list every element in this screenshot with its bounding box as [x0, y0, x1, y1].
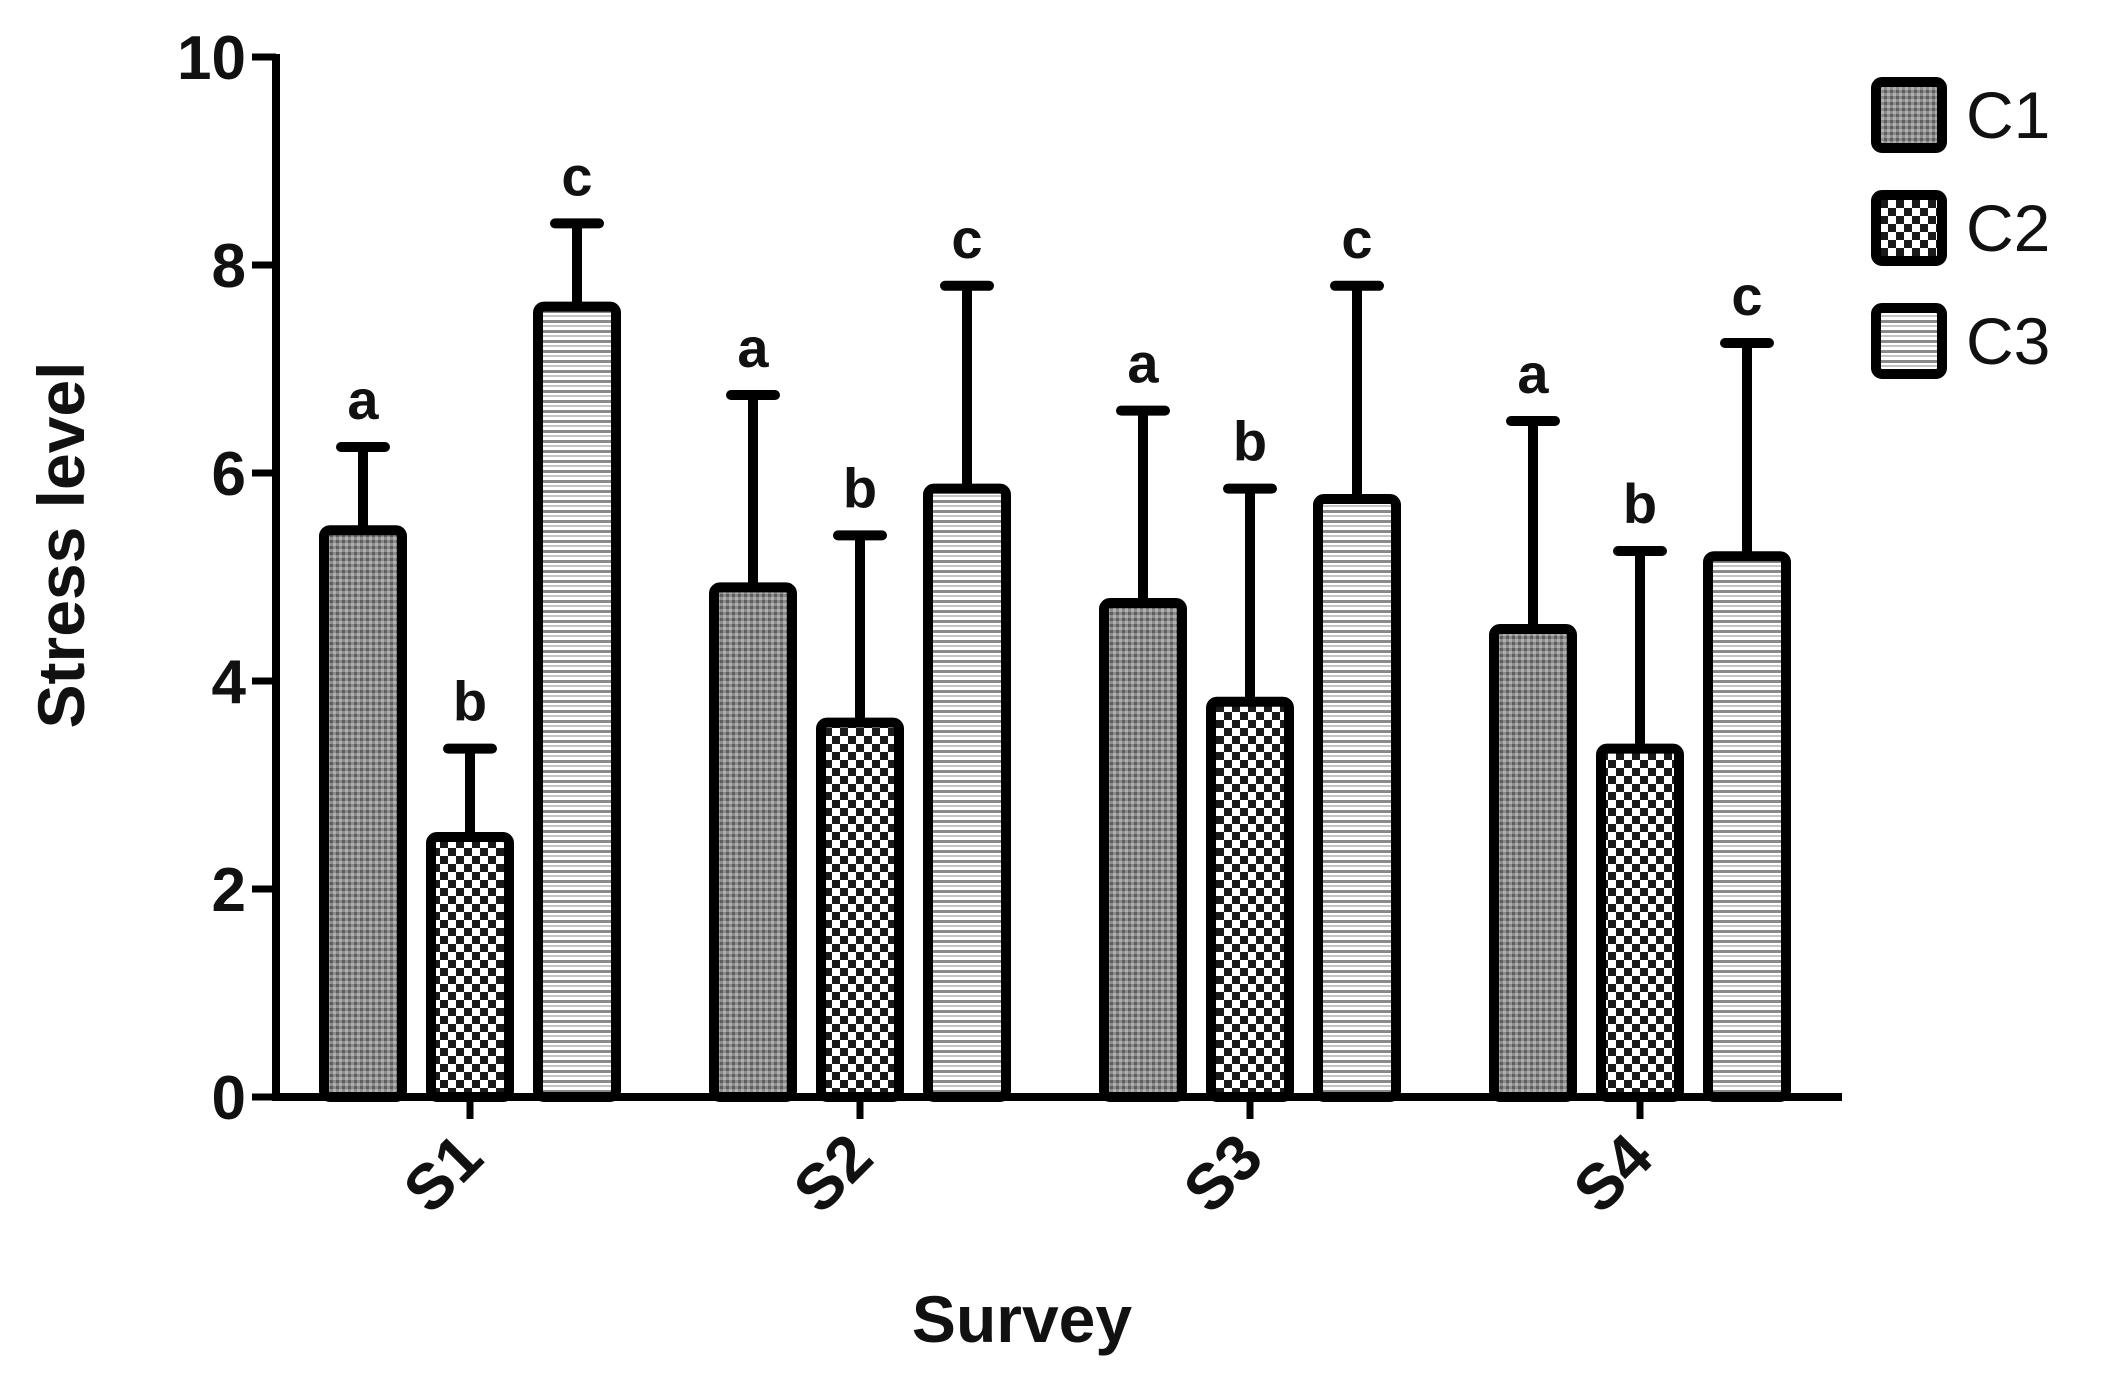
- significance-label: a: [347, 368, 379, 431]
- bar-c3-s2: [923, 483, 1011, 1103]
- y-tick-label: 10: [177, 24, 246, 93]
- bar-c3-s3: [1313, 494, 1401, 1102]
- y-tick-label: 2: [212, 856, 246, 925]
- bar-c1-s2: [709, 582, 797, 1103]
- legend-label-c2: C2: [1966, 191, 2050, 265]
- legend-swatch-c2: [1871, 190, 1947, 266]
- bar-c2-s1: [426, 832, 514, 1102]
- x-tick-label: S3: [1170, 1120, 1276, 1226]
- significance-label: b: [843, 456, 877, 519]
- significance-label: a: [737, 316, 769, 379]
- y-axis-title: Stress level: [24, 362, 98, 729]
- legend-swatch-c3: [1871, 303, 1947, 379]
- bar-c1-s3: [1099, 598, 1187, 1102]
- significance-label: b: [1623, 472, 1657, 535]
- legend-label-c3: C3: [1966, 304, 2050, 378]
- y-tick-label: 6: [212, 440, 246, 509]
- x-tick-label: S1: [390, 1120, 496, 1226]
- bar-c3-s4: [1703, 551, 1791, 1102]
- significance-label: a: [1517, 342, 1549, 405]
- bar-c2-s3: [1206, 696, 1294, 1102]
- significance-label: c: [951, 207, 982, 270]
- bar-c3-s1: [533, 301, 621, 1103]
- significance-label: c: [1341, 207, 1372, 270]
- y-tick-label: 8: [212, 232, 246, 301]
- bar-c1-s1: [319, 525, 407, 1102]
- x-tick-label: S4: [1560, 1120, 1667, 1227]
- legend: C1 C2 C3: [1871, 77, 2050, 379]
- bar-c2-s4: [1596, 743, 1684, 1102]
- significance-label: a: [1127, 332, 1159, 395]
- y-tick-label: 0: [212, 1064, 246, 1133]
- significance-label: b: [1233, 410, 1267, 473]
- plot-area: 0 2 4 6 8 10 a a a a b b b b c c c c S1 S2 S3 S4: [177, 24, 1842, 1226]
- y-tick-label: 4: [212, 648, 247, 717]
- bar-c1-s4: [1489, 624, 1577, 1102]
- x-tick-label: S2: [780, 1120, 886, 1226]
- bar-c2-s2: [816, 717, 904, 1102]
- legend-label-c1: C1: [1966, 78, 2050, 152]
- legend-swatch-c1: [1871, 77, 1947, 153]
- significance-label: c: [561, 144, 592, 207]
- significance-label: b: [453, 670, 487, 733]
- x-axis-title: Survey: [912, 1282, 1132, 1356]
- significance-label: c: [1731, 264, 1762, 327]
